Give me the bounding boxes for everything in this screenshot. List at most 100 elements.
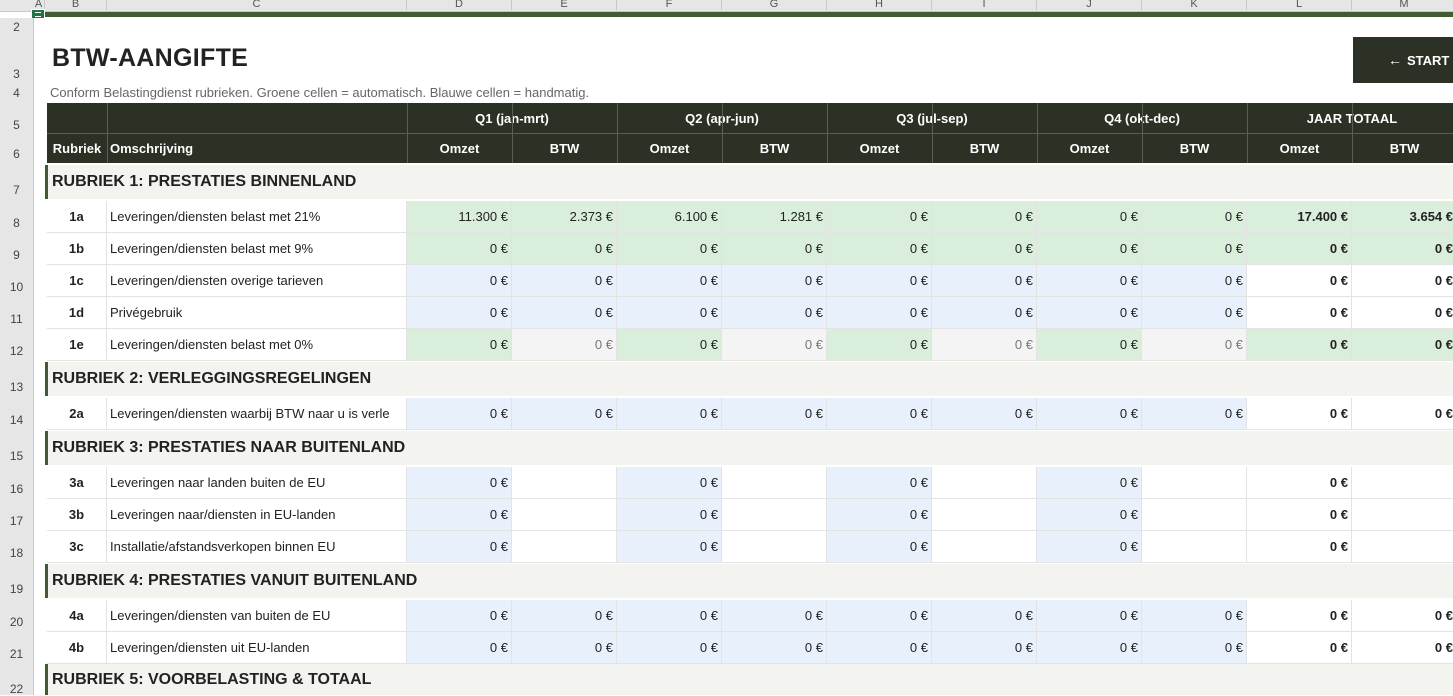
btw-cell: 0 € — [1352, 329, 1453, 361]
omzet-cell[interactable]: 0 € — [617, 531, 722, 563]
row-number-21[interactable]: 21 — [9, 647, 24, 661]
btw-cell[interactable]: 0 € — [512, 265, 617, 297]
omzet-cell[interactable]: 0 € — [407, 632, 512, 664]
btw-cell[interactable]: 0 € — [932, 632, 1037, 664]
column-letter-a[interactable]: A — [33, 0, 45, 10]
btw-cell — [1352, 531, 1453, 563]
omzet-cell[interactable]: 0 € — [1037, 467, 1142, 499]
subheader-btw: BTW — [932, 134, 1037, 163]
row-number-10[interactable]: 10 — [9, 280, 24, 294]
row-number-18[interactable]: 18 — [9, 546, 24, 560]
btw-cell[interactable]: 0 € — [932, 265, 1037, 297]
omzet-cell[interactable]: 0 € — [1037, 398, 1142, 430]
btw-cell[interactable]: 0 € — [512, 632, 617, 664]
column-letter-h[interactable]: H — [827, 0, 932, 10]
btw-cell: 0 € — [512, 233, 617, 265]
row-number-3[interactable]: 3 — [13, 67, 20, 81]
btw-cell[interactable]: 0 € — [1142, 600, 1247, 632]
row-number-17[interactable]: 17 — [9, 514, 24, 528]
column-letter-k[interactable]: K — [1142, 0, 1247, 10]
omzet-cell[interactable]: 0 € — [827, 467, 932, 499]
omzet-cell[interactable]: 0 € — [617, 467, 722, 499]
column-letter-e[interactable]: E — [512, 0, 617, 10]
omzet-cell[interactable]: 0 € — [827, 531, 932, 563]
column-letter-f[interactable]: F — [617, 0, 722, 10]
omzet-cell[interactable]: 0 € — [407, 499, 512, 531]
row-number-9[interactable]: 9 — [13, 248, 20, 262]
omzet-cell: 11.300 € — [407, 201, 512, 233]
rubriek-code: 1d — [47, 297, 107, 329]
select-all-icon[interactable] — [31, 9, 45, 19]
column-letter-l[interactable]: L — [1247, 0, 1352, 10]
rubriek-description: Leveringen/diensten van buiten de EU — [107, 600, 407, 632]
subheader-rubriek: Rubriek — [47, 134, 107, 163]
omzet-cell[interactable]: 0 € — [1037, 600, 1142, 632]
row-number-15[interactable]: 15 — [9, 449, 24, 463]
omzet-cell[interactable]: 0 € — [617, 600, 722, 632]
start-button[interactable]: ← START — [1353, 37, 1453, 83]
omzet-cell[interactable]: 0 € — [1037, 531, 1142, 563]
omzet-cell[interactable]: 0 € — [617, 499, 722, 531]
column-letter-m[interactable]: M — [1352, 0, 1453, 10]
omzet-cell[interactable]: 0 € — [407, 297, 512, 329]
omzet-cell[interactable]: 0 € — [827, 632, 932, 664]
omzet-cell[interactable]: 0 € — [827, 265, 932, 297]
btw-cell[interactable]: 0 € — [722, 265, 827, 297]
row-number-4[interactable]: 4 — [13, 86, 20, 100]
row-number-14[interactable]: 14 — [9, 413, 24, 427]
row-number-5[interactable]: 5 — [13, 118, 20, 132]
btw-cell[interactable]: 0 € — [932, 398, 1037, 430]
omzet-cell[interactable]: 0 € — [827, 600, 932, 632]
btw-cell[interactable]: 0 € — [512, 600, 617, 632]
omzet-cell[interactable]: 0 € — [617, 632, 722, 664]
row-number-12[interactable]: 12 — [9, 344, 24, 358]
row-number-19[interactable]: 19 — [9, 582, 24, 596]
btw-cell[interactable]: 0 € — [722, 632, 827, 664]
column-letter-d[interactable]: D — [407, 0, 512, 10]
btw-cell[interactable]: 0 € — [512, 297, 617, 329]
btw-cell — [722, 499, 827, 531]
row-number-13[interactable]: 13 — [9, 380, 24, 394]
row-number-22[interactable]: 22 — [9, 682, 24, 696]
omzet-cell[interactable]: 0 € — [407, 600, 512, 632]
omzet-cell[interactable]: 0 € — [1037, 265, 1142, 297]
rubriek-description: Leveringen naar/diensten in EU-landen — [107, 499, 407, 531]
omzet-cell[interactable]: 0 € — [827, 398, 932, 430]
btw-cell[interactable]: 0 € — [932, 600, 1037, 632]
rubriek-description: Leveringen/diensten uit EU-landen — [107, 632, 407, 664]
omzet-cell[interactable]: 0 € — [617, 398, 722, 430]
btw-cell[interactable]: 0 € — [932, 297, 1037, 329]
row-number-8[interactable]: 8 — [13, 216, 20, 230]
btw-cell[interactable]: 0 € — [722, 398, 827, 430]
omzet-cell[interactable]: 0 € — [407, 398, 512, 430]
btw-cell[interactable]: 0 € — [1142, 265, 1247, 297]
btw-cell[interactable]: 0 € — [1142, 297, 1247, 329]
omzet-cell[interactable]: 0 € — [827, 499, 932, 531]
omzet-cell[interactable]: 0 € — [407, 467, 512, 499]
omzet-cell[interactable]: 0 € — [1037, 632, 1142, 664]
btw-cell[interactable]: 0 € — [722, 600, 827, 632]
omzet-cell[interactable]: 0 € — [407, 531, 512, 563]
column-letter-j[interactable]: J — [1037, 0, 1142, 10]
column-letter-i[interactable]: I — [932, 0, 1037, 10]
btw-cell[interactable]: 0 € — [1142, 398, 1247, 430]
column-letter-c[interactable]: C — [107, 0, 407, 10]
btw-cell[interactable]: 0 € — [1142, 632, 1247, 664]
btw-cell[interactable]: 0 € — [722, 297, 827, 329]
row-number-2[interactable]: 2 — [13, 20, 20, 34]
omzet-cell[interactable]: 0 € — [617, 297, 722, 329]
omzet-cell[interactable]: 0 € — [1037, 499, 1142, 531]
omzet-cell[interactable]: 0 € — [407, 265, 512, 297]
column-letter-b[interactable]: B — [45, 0, 107, 10]
btw-cell[interactable]: 0 € — [512, 398, 617, 430]
omzet-cell[interactable]: 0 € — [827, 297, 932, 329]
column-letter-g[interactable]: G — [722, 0, 827, 10]
btw-cell — [1352, 467, 1453, 499]
omzet-cell[interactable]: 0 € — [1037, 297, 1142, 329]
omzet-cell[interactable]: 0 € — [617, 265, 722, 297]
row-number-6[interactable]: 6 — [13, 147, 20, 161]
row-number-16[interactable]: 16 — [9, 482, 24, 496]
row-number-7[interactable]: 7 — [13, 183, 20, 197]
row-number-20[interactable]: 20 — [9, 615, 24, 629]
row-number-11[interactable]: 11 — [10, 312, 23, 326]
